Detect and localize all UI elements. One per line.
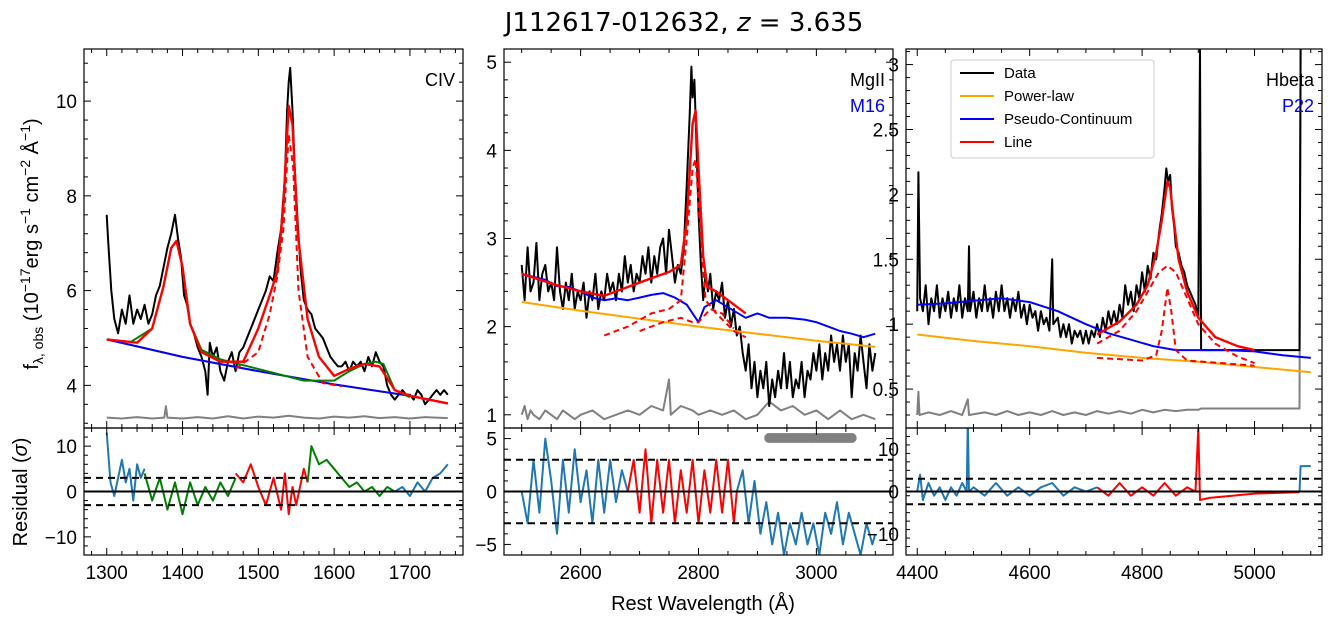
spectrum-plot-hbeta — [916, 49, 1311, 416]
residual-y-tick-label: −10 — [867, 525, 899, 546]
x-tick-label: 5000 — [1233, 563, 1275, 584]
legend: Data Power-law Pseudo-Continuum Line — [950, 59, 1155, 159]
residual-y-tick-label: 0 — [66, 483, 77, 504]
x-tick-label: 1700 — [389, 563, 431, 584]
line-component-1 — [639, 308, 735, 332]
legend-entry-power-law: Power-law — [960, 88, 1074, 105]
figure-title: J112617-012632, z = 3.635 — [503, 8, 864, 38]
power-law-curve — [917, 333, 1311, 374]
legend-label-data: Data — [1004, 65, 1036, 82]
legend-entry-pseudo-continuum: Pseudo-Continuum — [960, 111, 1132, 128]
y-tick-label: 0.5 — [873, 380, 899, 401]
x-tick-label: 4400 — [896, 563, 938, 584]
error-spectrum — [520, 378, 876, 421]
panel-label-hbeta: Hbeta — [1266, 70, 1315, 90]
x-axis-title: Rest Wavelength (Å) — [611, 592, 795, 615]
residual-segment-0 — [105, 432, 146, 502]
x-tick-label: 2800 — [677, 563, 719, 584]
data-spectrum — [520, 65, 877, 407]
residual-segment-0 — [916, 428, 1098, 501]
legend-label-line: Line — [1004, 134, 1032, 151]
y-tick-label: 1 — [486, 406, 497, 427]
line-component-0 — [1096, 264, 1255, 365]
power-law-curve — [521, 301, 876, 348]
y-tick-label: 1.5 — [873, 250, 899, 271]
spectrum-axes-frame — [503, 48, 894, 429]
residual-y-tick-label: −10 — [45, 528, 77, 549]
line-model-curve — [1096, 180, 1255, 352]
residual-segment-0 — [520, 437, 629, 535]
line-model-curve — [521, 109, 747, 315]
y-tick-label: 4 — [66, 376, 77, 397]
y-axis-title: fλ, obs (10−17erg s−1 cm−2 Å−1) — [17, 118, 46, 369]
error-spectrum — [106, 405, 448, 420]
panel-mgii: 2600 2800 3000 1 2 3 4 5 −5 0 5 MgII M16 — [475, 48, 894, 584]
y-tick-label: 8 — [66, 187, 77, 208]
x-tick-label: 4800 — [1121, 563, 1163, 584]
residual-plot-mgii — [504, 433, 893, 555]
y-tick-label: 5 — [486, 53, 497, 74]
residual-segment-4 — [394, 463, 449, 497]
panel-label-civ: CIV — [425, 70, 455, 90]
line-component-0 — [603, 158, 747, 339]
error-spectrum — [916, 49, 1302, 416]
residual-segment-3 — [306, 445, 396, 497]
residual-axis-title: Residual (σ) — [10, 438, 32, 547]
data-spectrum — [105, 66, 449, 406]
residual-y-tick-label: 5 — [486, 430, 497, 451]
y-tick-label: 3 — [486, 230, 497, 251]
pseudo-continuum-curve — [106, 338, 448, 405]
residual-segment-2 — [1298, 465, 1311, 493]
spectrum-plot-civ — [105, 66, 449, 420]
legend-entry-data: Data — [960, 65, 1036, 82]
residual-y-tick-label: 10 — [878, 440, 899, 461]
y-tick-label: 1 — [888, 315, 899, 336]
legend-entry-line: Line — [960, 134, 1032, 151]
residual-y-tick-label: 0 — [888, 483, 899, 504]
panel-label-m16: M16 — [850, 96, 885, 116]
x-tick-label: 2600 — [559, 563, 601, 584]
residual-y-tick-label: −5 — [475, 535, 497, 556]
masked-point — [846, 433, 857, 443]
spectrum-axes-frame — [83, 48, 464, 429]
y-tick-label: 2.5 — [873, 120, 899, 141]
x-tick-label: 1600 — [313, 563, 355, 584]
line-model-curve — [106, 104, 449, 405]
residual-segment-2 — [735, 469, 877, 555]
residual-plot-hbeta — [906, 428, 1322, 506]
residual-segment-2 — [234, 463, 309, 516]
residual-y-tick-label: 0 — [486, 483, 497, 504]
x-tick-label: 1300 — [86, 563, 128, 584]
spectrum-plot-mgii — [520, 65, 877, 421]
panel-civ: 1300 1400 1500 1600 1700 4 6 8 10 −10 0 10 CIV — [45, 48, 464, 584]
legend-label-pseudo-continuum: Pseudo-Continuum — [1004, 111, 1132, 128]
panel-hbeta: 4400 4600 4800 5000 0.5 1 1.5 2 2.5 3 −10 0 10 Hbeta P… — [867, 48, 1323, 584]
panel-label-mgii: MgII — [850, 70, 885, 90]
x-tick-label: 4600 — [1009, 563, 1051, 584]
line-component-0 — [235, 133, 342, 388]
residual-segment-1 — [143, 473, 237, 516]
y-tick-label: 10 — [56, 92, 77, 113]
x-tick-label: 3000 — [795, 563, 837, 584]
y-tick-label: 2 — [888, 185, 899, 206]
residual-plot-civ — [84, 432, 463, 516]
residual-y-tick-label: 10 — [56, 437, 77, 458]
x-tick-label: 1500 — [237, 563, 279, 584]
y-tick-label: 6 — [66, 282, 77, 303]
panel-label-p22: P22 — [1282, 96, 1314, 116]
data-spectrum — [916, 49, 1302, 352]
legend-label-power-law: Power-law — [1004, 88, 1074, 105]
pseudo-continuum-curve — [917, 297, 1311, 359]
pseudo-continuum-curve — [521, 272, 876, 339]
y-tick-label: 4 — [486, 141, 497, 162]
legend-frame — [950, 59, 1155, 159]
line-component-1 — [1097, 286, 1255, 367]
residual-segment-1 — [1096, 428, 1300, 501]
y-tick-label: 3 — [888, 56, 899, 77]
x-tick-label: 1400 — [161, 563, 203, 584]
y-tick-label: 2 — [486, 318, 497, 339]
